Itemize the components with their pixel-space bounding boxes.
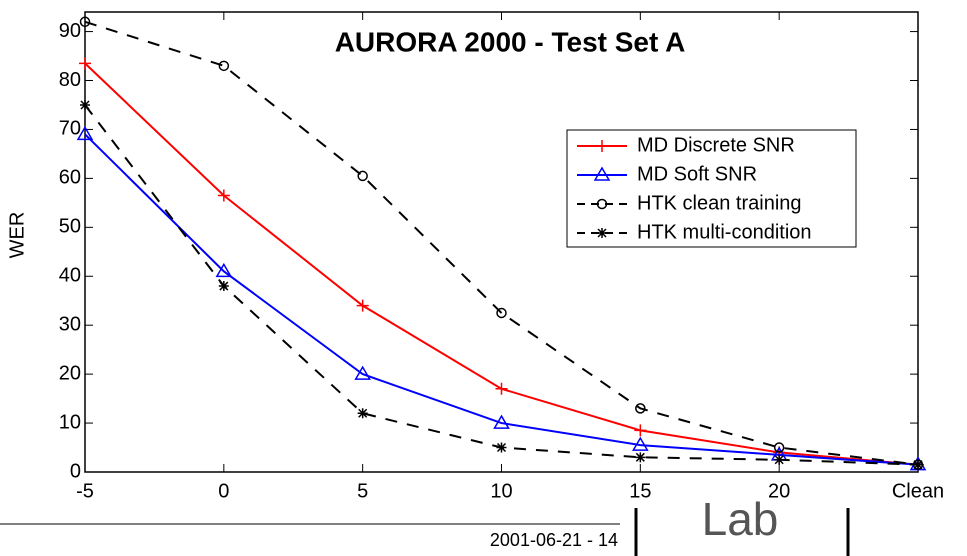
marker-shape [80, 99, 90, 110]
y-tick-label: 30 [59, 313, 81, 335]
marker [76, 125, 94, 141]
marker [357, 170, 368, 182]
marker-shape [913, 459, 923, 470]
marker-shape [596, 140, 608, 152]
marker-shape [495, 382, 508, 395]
x-tick-label: -5 [76, 480, 94, 502]
marker [635, 403, 646, 414]
marker [357, 408, 368, 419]
marker-shape [593, 166, 611, 181]
marker [635, 452, 646, 463]
series-line [84, 62, 919, 466]
y-tick-label: 70 [59, 118, 81, 140]
marker-shape [218, 60, 230, 72]
marker [354, 365, 371, 380]
marker [597, 228, 607, 238]
marker-shape [496, 442, 507, 453]
y-tick-label: 90 [59, 20, 81, 42]
legend-box [566, 129, 857, 248]
marker [596, 198, 608, 210]
x-tick-label: 5 [357, 480, 368, 502]
y-axis-label: WER [6, 212, 28, 259]
legend-label: HTK multi-condition [637, 221, 812, 243]
marker-shape [79, 16, 91, 28]
y-tick-label: 40 [59, 265, 81, 287]
y-tick-label: 20 [59, 362, 81, 384]
marker-shape [356, 299, 369, 312]
marker-shape [493, 414, 510, 429]
y-tick-label: 50 [59, 216, 81, 238]
logo: Lab [702, 493, 779, 545]
marker [218, 281, 229, 292]
x-tick-label: Clean [892, 480, 944, 502]
marker [496, 442, 507, 453]
marker-shape [773, 442, 785, 453]
y-tick-label: 60 [59, 167, 81, 189]
marker-shape [217, 189, 230, 202]
x-tick-label: 0 [218, 480, 229, 502]
marker-shape [357, 170, 368, 182]
marker [356, 299, 369, 312]
marker [79, 57, 91, 70]
marker-shape [215, 262, 233, 278]
marker [495, 382, 508, 395]
marker-shape [597, 228, 607, 238]
y-tick-label: 80 [59, 69, 81, 91]
marker [493, 414, 510, 429]
marker-shape [635, 403, 646, 414]
y-tick-label: 0 [70, 460, 81, 482]
series-line [84, 20, 919, 466]
x-tick-label: 20 [768, 480, 790, 502]
marker-shape [774, 454, 785, 465]
marker-shape [354, 365, 371, 380]
footer-date: 2001-06-21 - 14 [490, 530, 618, 550]
marker [774, 454, 785, 465]
legend-label: HTK clean training [637, 192, 802, 214]
marker-shape [635, 452, 646, 463]
chart-title: AURORA 2000 - Test Set A [335, 26, 686, 57]
legend-label: MD Soft SNR [637, 163, 757, 185]
marker-shape [357, 408, 368, 419]
marker [218, 60, 230, 72]
marker-shape [596, 198, 608, 210]
marker [496, 307, 507, 319]
marker [215, 262, 233, 278]
marker-shape [634, 424, 647, 437]
marker [593, 166, 611, 181]
marker [596, 140, 608, 152]
marker-shape [76, 125, 94, 141]
marker-shape [218, 281, 229, 292]
marker [632, 436, 649, 451]
marker [217, 189, 230, 202]
marker-shape [79, 57, 91, 70]
marker [913, 459, 923, 470]
x-tick-label: 10 [490, 480, 512, 502]
marker [773, 442, 785, 453]
x-tick-label: 15 [629, 480, 651, 502]
y-tick-label: 10 [59, 411, 81, 433]
marker [79, 16, 91, 28]
marker [80, 99, 90, 110]
legend-label: MD Discrete SNR [637, 134, 795, 156]
marker [634, 424, 647, 437]
marker-shape [632, 436, 649, 451]
marker-shape [496, 307, 507, 319]
